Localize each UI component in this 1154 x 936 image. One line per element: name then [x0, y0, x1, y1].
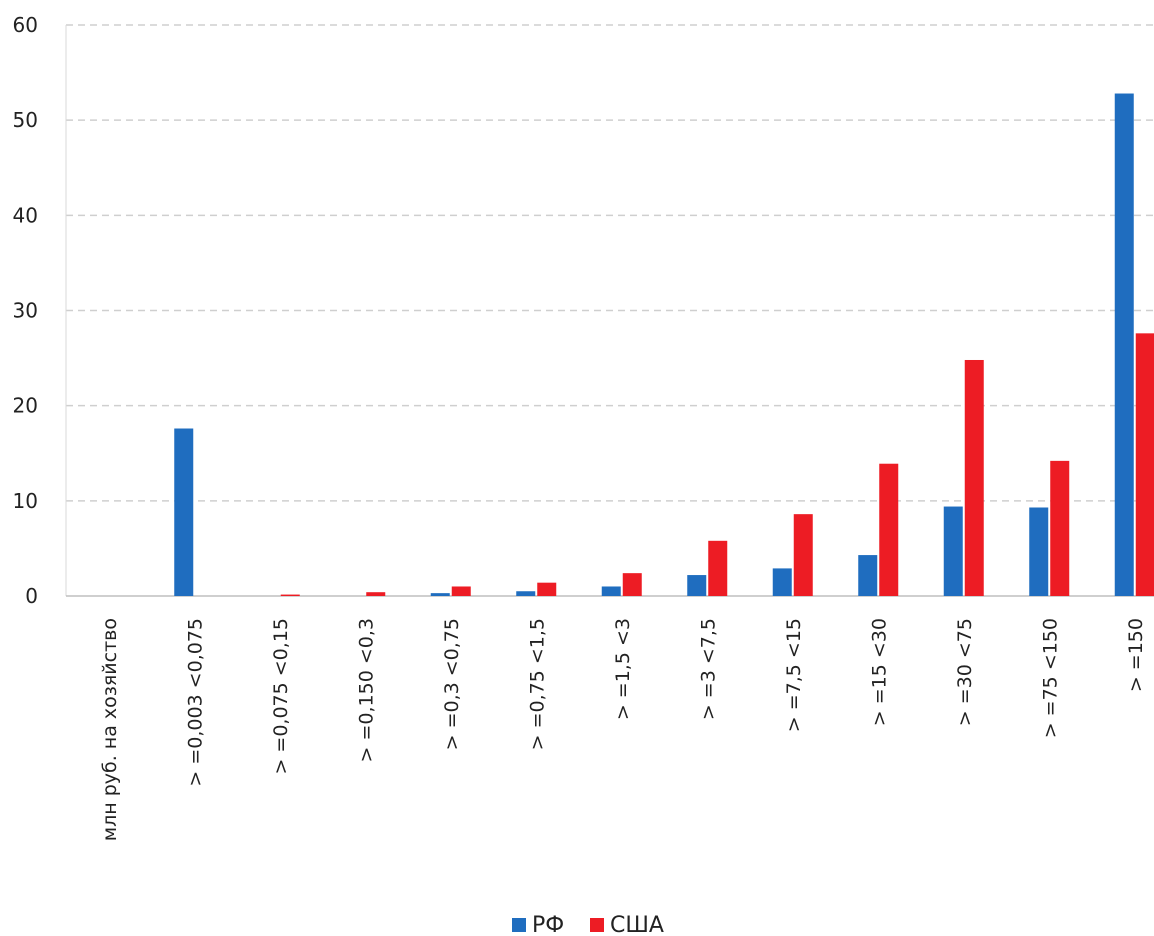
- x-tick-label: > =150: [1125, 618, 1147, 692]
- legend-swatch: [512, 918, 526, 932]
- x-tick-label: > =15 <30: [868, 618, 890, 726]
- legend-item-usa: США: [590, 913, 664, 936]
- y-tick-label: 40: [13, 203, 38, 227]
- bar-usa: [964, 359, 984, 596]
- x-axis-ticks: млн руб. на хозяйство > =0,003 <0,075 > =0…: [99, 618, 1147, 841]
- bar-rf: [174, 428, 194, 596]
- y-tick-label: 0: [25, 584, 38, 608]
- x-tick-label: > =3 <7,5: [697, 618, 719, 720]
- legend-label: РФ: [532, 913, 564, 936]
- legend-item-rf: РФ: [512, 913, 564, 936]
- x-tick-label: > =0,3 <0,75: [441, 618, 463, 750]
- x-tick-label: > =0,075 <0,15: [270, 618, 292, 775]
- bar-usa: [1135, 333, 1154, 596]
- bar-rf: [1114, 93, 1134, 597]
- y-tick-label: 20: [13, 394, 38, 418]
- x-tick-label: > =1,5 <3: [612, 618, 634, 720]
- bar-usa: [1050, 460, 1070, 596]
- y-tick-label: 10: [13, 489, 38, 513]
- x-tick-label: > =30 <75: [954, 618, 976, 726]
- y-tick-label: 60: [13, 13, 38, 37]
- bar-usa: [451, 586, 471, 596]
- bar-rf: [943, 506, 963, 596]
- bar-rf: [687, 575, 707, 596]
- bar-usa: [708, 540, 728, 596]
- legend-label: США: [610, 913, 664, 936]
- bar-rf: [430, 593, 450, 596]
- legend-swatch: [590, 918, 604, 932]
- x-tick-label: > =0,75 <1,5: [526, 618, 548, 750]
- bar-usa: [879, 463, 899, 596]
- bar-usa: [280, 594, 300, 596]
- bar-usa: [622, 573, 642, 596]
- y-axis-ticks: 0 10 20 30 40 50 60: [13, 13, 38, 608]
- grid-lines: [65, 24, 1154, 596]
- x-tick-label: > =0,003 <0,075: [184, 618, 206, 787]
- bar-usa: [366, 592, 386, 596]
- legend: РФ США: [512, 913, 664, 936]
- bar-rf: [772, 568, 792, 596]
- bar-rf: [858, 555, 878, 596]
- bar-rf: [1029, 507, 1049, 596]
- x-tick-label: > =7,5 <15: [783, 618, 805, 732]
- bar-rf: [516, 591, 536, 596]
- bars: [174, 93, 1154, 597]
- x-tick-label: > =0,150 <0,3: [355, 618, 377, 762]
- x-tick-label: > =75 <150: [1039, 618, 1061, 738]
- y-tick-label: 50: [13, 108, 38, 132]
- bar-usa: [537, 582, 557, 596]
- bar-rf: [601, 586, 621, 596]
- bar-usa: [793, 514, 813, 596]
- y-tick-label: 30: [13, 299, 38, 323]
- x-tick-label: млн руб. на хозяйство: [99, 618, 121, 841]
